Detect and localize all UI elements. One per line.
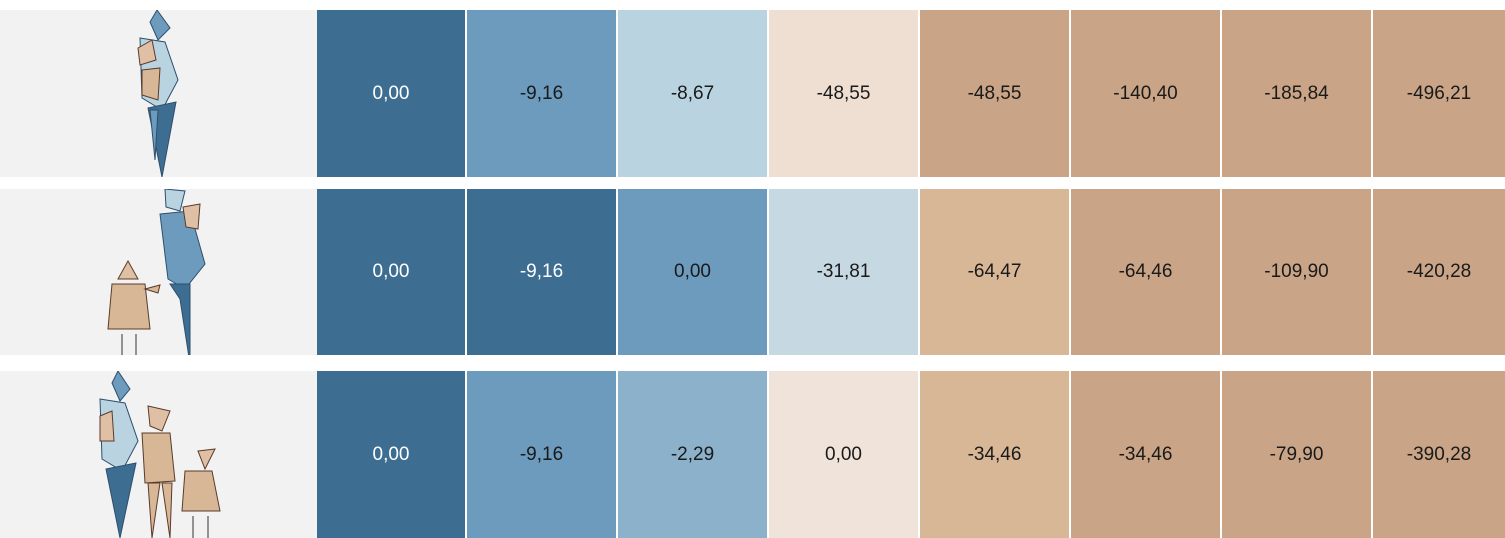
value-cell: 0,00 (317, 10, 465, 177)
family-icon-one-adult (0, 10, 317, 177)
page: 0,00-9,16-8,67-48,55-48,55-140,40-185,84… (0, 0, 1505, 538)
value-cell: -48,55 (769, 10, 918, 177)
value-cell: 0,00 (618, 189, 767, 355)
value-cell: 0,00 (317, 371, 465, 538)
family-icon-adult-children (0, 371, 317, 538)
value-cell: -2,29 (618, 371, 767, 538)
value-cell: -64,46 (1071, 189, 1220, 355)
value-cell: 0,00 (317, 189, 465, 355)
family-icon-adult-child (0, 189, 317, 355)
value-cell: -8,67 (618, 10, 767, 177)
value-cell: -185,84 (1222, 10, 1371, 177)
value-cell: 0,00 (769, 371, 918, 538)
value-cell: -9,16 (467, 189, 616, 355)
value-cell: -48,55 (920, 10, 1069, 177)
value-cell: -420,28 (1373, 189, 1505, 355)
value-cell: -390,28 (1373, 371, 1505, 538)
value-cell: -79,90 (1222, 371, 1371, 538)
value-cell: -9,16 (467, 10, 616, 177)
value-cell: -140,40 (1071, 10, 1220, 177)
value-cell: -64,47 (920, 189, 1069, 355)
value-cell: -34,46 (920, 371, 1069, 538)
value-cell: -9,16 (467, 371, 616, 538)
value-cell: -496,21 (1373, 10, 1505, 177)
value-cell: -109,90 (1222, 189, 1371, 355)
value-cell: -34,46 (1071, 371, 1220, 538)
value-cell: -31,81 (769, 189, 918, 355)
